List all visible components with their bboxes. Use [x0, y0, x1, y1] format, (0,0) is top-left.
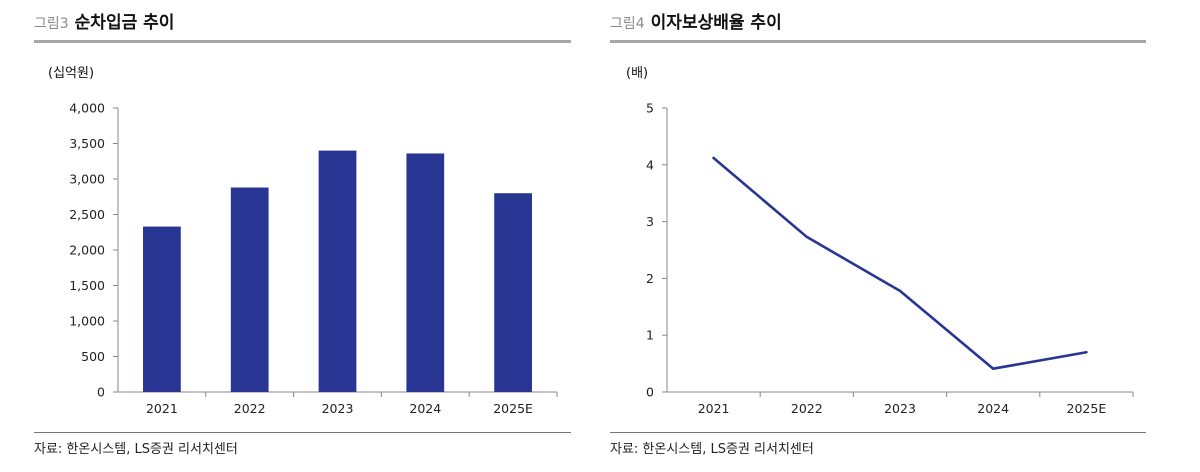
series-line	[712, 156, 1088, 371]
figure-title-text: 이자보상배율 추이	[650, 13, 782, 33]
x-tick-label: 2022	[234, 401, 266, 416]
interest-coverage-panel: 그림4 이자보상배율 추이 (배) 0 1 2 3 4 5 2021 2022 2023 2024 2…	[600, 0, 1200, 472]
data-point-2021	[712, 156, 715, 160]
figure-title-text: 순차입금 추이	[74, 13, 175, 33]
data-point-2023	[898, 289, 902, 293]
y-tick-label: 2,000	[69, 243, 105, 258]
figure-number: 그림3	[34, 16, 69, 32]
x-tick-label: 2022	[791, 401, 823, 416]
bar-2021	[143, 226, 181, 392]
y-tick-label: 2	[646, 271, 654, 286]
source-divider	[610, 432, 1146, 433]
y-axis-unit-label: (배)	[626, 66, 649, 81]
x-tick-label: 2021	[146, 401, 178, 416]
source-divider	[34, 432, 571, 433]
y-tick-label: 5	[646, 101, 654, 116]
source-note: 자료: 한온시스템, LS증권 리서치센터	[610, 442, 814, 457]
interest-coverage-line-chart: 0 1 2 3 4 5 2021 2022 2023 2024 2025E	[646, 101, 1134, 416]
y-tick-label: 500	[81, 349, 105, 364]
bar-2023	[318, 150, 357, 392]
net-debt-panel: 그림3 순차입금 추이 (십억원) 0 500 1,000 1,500 2,000 2,50…	[34, 8, 571, 457]
y-tick-label: 3,500	[69, 136, 105, 151]
x-tick-label: 2025E	[1067, 401, 1107, 416]
bar-2025E	[494, 193, 532, 392]
x-tick-label: 2024	[409, 401, 441, 416]
x-tick-label: 2023	[884, 401, 916, 416]
y-tick-label: 4	[646, 157, 654, 172]
y-tick-label: 1,500	[69, 278, 105, 293]
y-tick-label: 0	[97, 385, 105, 400]
y-tick-label: 3	[646, 214, 654, 229]
y-tick-label: 0	[646, 385, 654, 400]
data-point-2024	[992, 367, 995, 370]
data-point-2022	[805, 235, 808, 239]
x-tick-label: 2024	[977, 401, 1009, 416]
y-axis-unit-label: (십억원)	[48, 66, 95, 81]
x-tick-label: 2023	[322, 401, 354, 416]
data-point-2025E	[1085, 351, 1088, 354]
figure-number: 그림4	[610, 16, 645, 32]
title-divider	[610, 40, 1146, 43]
figure-title: 그림3 순차입금 추이	[34, 8, 174, 33]
y-tick-label: 4,000	[69, 101, 105, 116]
source-note: 자료: 한온시스템, LS증권 리서치센터	[34, 442, 238, 457]
x-tick-label: 2021	[698, 401, 730, 416]
y-tick-label: 2,500	[69, 207, 105, 222]
y-tick-label: 1	[646, 328, 654, 343]
bar-2022	[230, 187, 269, 392]
net-debt-bar-chart: 0 500 1,000 1,500 2,000 2,500 3,000 3,500 4,000 2…	[69, 101, 558, 416]
title-divider	[34, 40, 571, 43]
figure-title: 그림4 이자보상배율 추이	[610, 8, 782, 33]
y-tick-label: 1,000	[69, 314, 105, 329]
y-tick-label: 3,000	[69, 172, 105, 187]
x-tick-label: 2025E	[493, 401, 533, 416]
bar-2024	[406, 153, 445, 392]
